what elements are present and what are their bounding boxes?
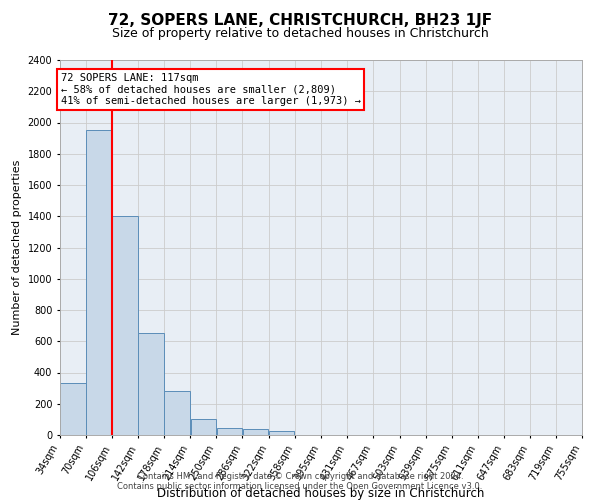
X-axis label: Distribution of detached houses by size in Christchurch: Distribution of detached houses by size … <box>157 488 485 500</box>
Bar <box>60 384 86 435</box>
Y-axis label: Number of detached properties: Number of detached properties <box>12 160 22 335</box>
Bar <box>139 334 164 435</box>
Bar <box>242 429 268 435</box>
Bar <box>269 431 295 435</box>
Text: Contains HM Land Registry data © Crown copyright and database right 2024.: Contains HM Land Registry data © Crown c… <box>137 472 463 481</box>
Text: 72, SOPERS LANE, CHRISTCHURCH, BH23 1JF: 72, SOPERS LANE, CHRISTCHURCH, BH23 1JF <box>108 12 492 28</box>
Bar <box>217 428 242 435</box>
Bar <box>112 216 138 435</box>
Text: 72 SOPERS LANE: 117sqm
← 58% of detached houses are smaller (2,809)
41% of semi-: 72 SOPERS LANE: 117sqm ← 58% of detached… <box>61 73 361 106</box>
Bar <box>191 418 216 435</box>
Text: Contains public sector information licensed under the Open Government Licence v3: Contains public sector information licen… <box>118 482 482 491</box>
Text: Size of property relative to detached houses in Christchurch: Size of property relative to detached ho… <box>112 28 488 40</box>
Bar <box>86 130 112 435</box>
Bar <box>164 391 190 435</box>
